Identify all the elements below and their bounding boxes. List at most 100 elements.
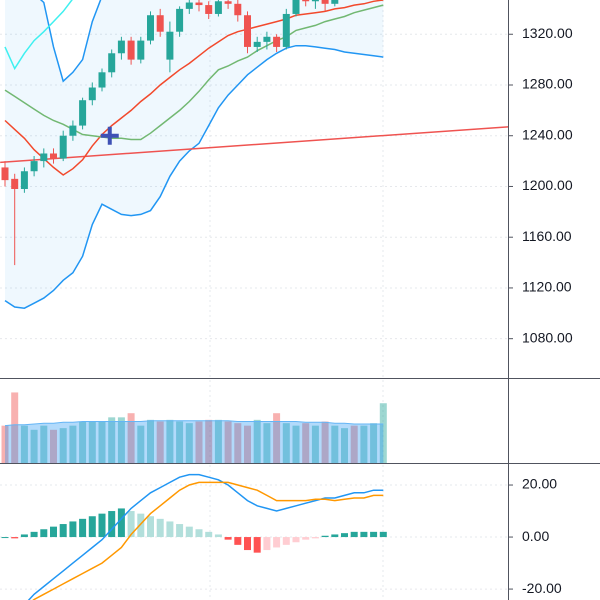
histogram-bar (137, 513, 145, 538)
volume-bar (253, 419, 261, 463)
histogram-bar (98, 513, 106, 538)
y-tick-label: 1080.00 (522, 329, 573, 345)
histogram-bar (69, 521, 77, 538)
histogram-bar (273, 537, 281, 548)
candle-body (302, 0, 310, 2)
candle-body (98, 72, 106, 88)
y-tick-label: 1160.00 (522, 228, 572, 244)
histogram-bar (263, 537, 271, 551)
volume-ma-area (5, 420, 384, 463)
volume-bar (79, 421, 87, 463)
histogram-bar (360, 531, 368, 538)
candle-body (311, 0, 319, 2)
volume-bar (205, 419, 213, 463)
y-tick-label: 1320.00 (522, 25, 573, 41)
histogram-bar (11, 537, 19, 539)
candle-body (244, 15, 251, 47)
histogram-bar (234, 537, 242, 545)
volume-bar (137, 425, 145, 463)
candle-body (69, 125, 77, 136)
volume-bar (147, 419, 154, 463)
candle-body (20, 171, 28, 189)
candle-body (253, 41, 261, 47)
volume-bar (108, 417, 116, 463)
histogram-bar (156, 518, 164, 538)
volume-bar (214, 419, 222, 463)
volume-bar (59, 428, 67, 463)
y-tick-label: -20.00 (522, 580, 562, 596)
volume-bar (166, 419, 174, 463)
volume-bar (176, 421, 184, 463)
volume-bar (1, 425, 9, 463)
y-tick-label: 0.00 (522, 528, 549, 544)
volume-bar (282, 423, 290, 463)
candle-body (117, 40, 125, 54)
volume-bar (244, 425, 251, 463)
pane (1, 392, 387, 463)
volume-bar (156, 421, 164, 463)
candle-body (30, 161, 38, 172)
candle-body (156, 15, 164, 32)
histogram-bar (321, 535, 329, 538)
candle-body (292, 0, 300, 14)
lower-band (4, 44, 384, 309)
volume-bar (117, 417, 125, 463)
volume-bar (350, 425, 358, 463)
volume-bar (98, 421, 106, 463)
upper-band (39, 0, 102, 83)
histogram-bar (224, 537, 232, 540)
candle-body (40, 153, 48, 162)
candle-body (50, 153, 57, 159)
histogram-bar (88, 516, 96, 538)
histogram-bar (108, 511, 116, 538)
candle-body (273, 36, 281, 47)
histogram-bar (40, 529, 48, 538)
y-tick-label: 1240.00 (522, 126, 573, 142)
volume-bar (30, 429, 38, 463)
volume-bar (273, 413, 281, 463)
y-tick-label: 1200.00 (522, 177, 573, 193)
histogram-bar (350, 531, 358, 538)
candle-body (321, 0, 329, 4)
volume-bar (360, 425, 368, 463)
volume-bar (292, 425, 300, 463)
histogram-bar (195, 529, 203, 538)
histogram-bar (127, 511, 135, 538)
histogram-bar (341, 533, 348, 538)
volume-bar (40, 425, 48, 463)
histogram-bar (79, 518, 87, 538)
histogram-bar (166, 521, 174, 538)
volume-bar (185, 423, 193, 463)
volume-bar (195, 421, 203, 463)
candle-body (263, 36, 271, 42)
y-tick-label: 1280.00 (522, 76, 573, 92)
volume-bar (224, 421, 232, 463)
volume-ma-line (4, 420, 384, 427)
candle-body (205, 5, 213, 14)
candle-body (185, 2, 193, 9)
histogram-bar (176, 524, 184, 538)
candle-body (214, 1, 222, 14)
histogram-bar (214, 534, 222, 538)
indicator-line (4, 0, 384, 176)
y-tick-label: 1120.00 (522, 279, 572, 295)
candle-body (59, 135, 67, 159)
histogram-bar (244, 537, 251, 551)
candle-body (224, 1, 232, 4)
volume-bar (263, 423, 271, 463)
histogram-bar (370, 531, 378, 538)
histogram-bar (185, 526, 193, 538)
volume-bar (88, 421, 96, 463)
candle-body (88, 87, 96, 101)
candle-body (137, 40, 145, 60)
candle-body (147, 15, 154, 41)
histogram-bar (147, 516, 154, 538)
histogram-bar (30, 531, 38, 538)
volume-bar (20, 425, 28, 463)
volume-bar (302, 423, 310, 463)
histogram-bar (253, 537, 261, 553)
histogram-bar (311, 537, 319, 539)
volume-bar (11, 392, 19, 463)
volume-bar (370, 423, 378, 463)
candle-body (282, 13, 290, 47)
